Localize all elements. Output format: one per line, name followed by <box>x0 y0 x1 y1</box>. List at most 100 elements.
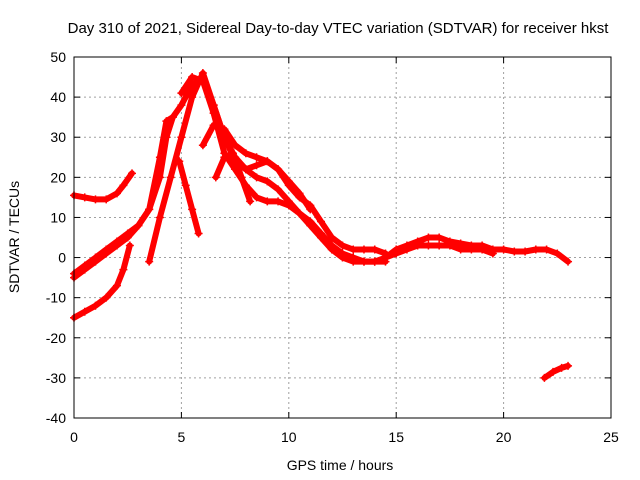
data-point <box>263 177 272 186</box>
data-point <box>125 241 134 250</box>
data-point <box>181 181 190 190</box>
y-tick-label: -10 <box>46 290 66 306</box>
data-point <box>228 149 237 158</box>
data-point <box>349 245 358 254</box>
data-point <box>145 205 154 214</box>
data-point <box>194 229 203 238</box>
data-point <box>435 233 444 242</box>
data-point <box>413 241 422 250</box>
data-point <box>295 189 304 198</box>
data-point <box>166 173 175 182</box>
data-point <box>370 257 379 266</box>
x-axis-label: GPS time / hours <box>287 457 394 473</box>
data-point <box>252 161 261 170</box>
data-point <box>531 245 540 254</box>
x-tick-label: 20 <box>496 429 512 445</box>
x-tick-label: 10 <box>281 429 297 445</box>
y-tick-label: -40 <box>46 410 66 426</box>
data-point <box>542 245 551 254</box>
x-tick-label: 5 <box>178 429 186 445</box>
data-point <box>317 217 326 226</box>
data-point <box>557 363 566 372</box>
data-point <box>241 149 250 158</box>
data-point <box>231 141 240 150</box>
data-point <box>274 165 283 174</box>
data-point <box>338 253 347 262</box>
data-point <box>252 153 261 162</box>
data-point <box>359 257 368 266</box>
data-point <box>123 233 132 242</box>
data-point <box>80 265 89 274</box>
x-tick-labels: 0 5 10 15 20 25 <box>70 429 619 445</box>
data-point <box>155 153 164 162</box>
data-point <box>467 245 476 254</box>
data-point <box>284 201 293 210</box>
data-point <box>177 133 186 142</box>
y-tick-label: -20 <box>46 330 66 346</box>
data-point <box>220 153 229 162</box>
data-point <box>80 193 89 202</box>
y-tick-label: 20 <box>50 169 66 185</box>
data-point <box>499 245 508 254</box>
data-point <box>306 205 315 214</box>
data-point <box>145 257 154 266</box>
series-track-6 <box>176 158 202 237</box>
data-point <box>317 233 326 242</box>
data-point <box>478 245 487 254</box>
series-track-12 <box>541 362 571 381</box>
data-point <box>211 173 220 182</box>
plot-frame <box>73 56 612 419</box>
data-point <box>177 101 186 110</box>
data-point <box>252 193 261 202</box>
data-point <box>402 245 411 254</box>
data-point <box>127 169 136 178</box>
y-tick-label: 40 <box>50 89 66 105</box>
data-point <box>237 173 246 182</box>
data-point <box>349 257 358 266</box>
data-point <box>424 241 433 250</box>
grid <box>74 57 611 418</box>
data-point <box>488 249 497 258</box>
data-point <box>102 293 111 302</box>
y-tick-labels: -40 -30 -20 -10 0 10 20 30 40 50 <box>46 49 66 426</box>
data-point <box>284 177 293 186</box>
data-point <box>295 209 304 218</box>
data-point <box>119 265 128 274</box>
data-point <box>564 257 573 266</box>
x-tick-label: 0 <box>70 429 78 445</box>
data-point <box>91 195 100 204</box>
data-point <box>456 245 465 254</box>
data-point <box>263 157 272 166</box>
data-point <box>188 93 197 102</box>
data-point <box>155 213 164 222</box>
data-point <box>263 197 272 206</box>
y-tick-label: 30 <box>50 129 66 145</box>
y-tick-label: -30 <box>46 370 66 386</box>
y-tick-label: 0 <box>58 250 66 266</box>
data-point <box>246 197 255 206</box>
data-point <box>112 189 121 198</box>
data-point <box>91 257 100 266</box>
data-point <box>521 247 530 256</box>
data-point <box>162 117 171 126</box>
data-point <box>540 373 549 382</box>
data-point <box>549 367 558 376</box>
data-point <box>209 121 218 130</box>
y-axis-label: SDTVAR / TECUs <box>6 181 22 293</box>
data-point <box>198 69 207 78</box>
data-point <box>424 233 433 242</box>
x-tick-label: 25 <box>603 429 619 445</box>
data-point <box>445 241 454 250</box>
data-point <box>102 249 111 258</box>
data-point <box>91 301 100 310</box>
data-point <box>112 281 121 290</box>
data-point <box>392 249 401 258</box>
data-point <box>112 241 121 250</box>
data-point <box>188 205 197 214</box>
data-point <box>435 241 444 250</box>
data-point <box>134 221 143 230</box>
data-point <box>274 197 283 206</box>
data-point <box>209 109 218 118</box>
data-point <box>338 241 347 250</box>
